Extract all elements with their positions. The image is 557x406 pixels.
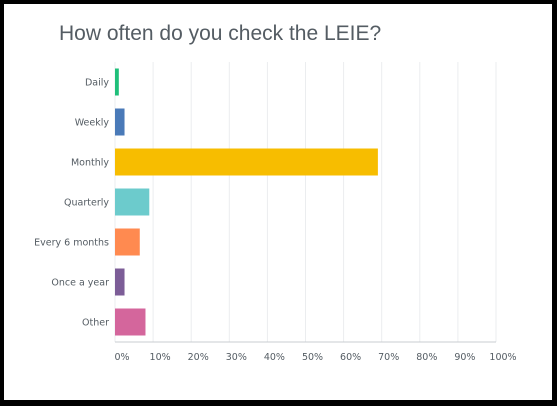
bar[interactable]	[115, 268, 125, 296]
category-label: Other	[82, 318, 109, 329]
x-tick-label: 80%	[416, 352, 437, 363]
category-label: Monthly	[71, 158, 109, 169]
x-tick-label: 10%	[150, 352, 171, 363]
bar[interactable]	[115, 308, 146, 336]
category-label: Quarterly	[64, 198, 109, 209]
x-tick-label: 30%	[226, 352, 247, 363]
chart-title: How often do you check the LEIE?	[59, 22, 382, 45]
bar[interactable]	[115, 188, 150, 216]
category-label: Weekly	[75, 118, 110, 129]
bar[interactable]	[115, 108, 125, 136]
x-tick-label: 90%	[454, 352, 475, 363]
x-tick-label: 100%	[489, 352, 516, 363]
category-label: Daily	[85, 78, 109, 89]
category-label: Every 6 months	[34, 238, 109, 249]
x-tick-label: 0%	[114, 352, 129, 363]
bars	[115, 68, 378, 336]
x-tick-label: 70%	[378, 352, 399, 363]
category-labels: Daily Weekly Monthly Quarterly Every 6 month…	[34, 78, 109, 329]
bar[interactable]	[115, 148, 378, 176]
gridlines	[114, 62, 497, 342]
x-tick-label: 40%	[264, 352, 285, 363]
bar[interactable]	[115, 68, 119, 96]
bar[interactable]	[115, 228, 140, 256]
x-tick-labels: 0% 10% 20% 30% 40% 50% 60% 70% 80% 90% 100%	[114, 352, 516, 363]
x-tick-label: 60%	[340, 352, 361, 363]
x-tick-label: 50%	[302, 352, 323, 363]
category-label: Once a year	[51, 278, 109, 289]
x-tick-label: 20%	[188, 352, 209, 363]
